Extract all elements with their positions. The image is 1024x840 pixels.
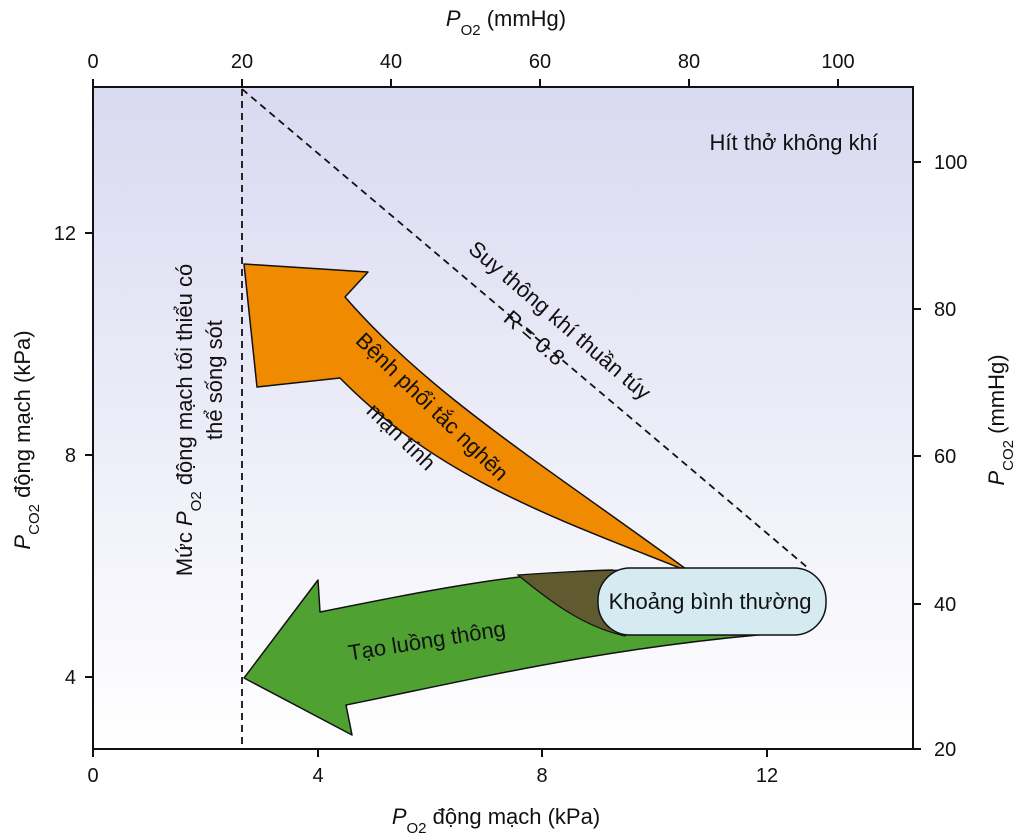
top-tick-label: 80 <box>678 51 700 73</box>
normal-range-label: Khoảng bình thường <box>609 589 812 614</box>
bottom-axis-title: PO2 động mạch (kPa) <box>392 804 600 837</box>
right-tick-label: 40 <box>934 594 956 616</box>
top-tick-label: 100 <box>821 51 854 73</box>
left-tick-label: 4 <box>65 667 76 689</box>
bottom-tick-label: 12 <box>756 765 778 787</box>
left-tick-label: 12 <box>54 223 76 245</box>
hypoventilation-line <box>241 88 809 569</box>
top-axis: 0 20 40 60 80 100 PO2 (mmHg) <box>87 6 855 87</box>
top-tick-label: 40 <box>380 51 402 73</box>
right-axis-title: PCO2 (mmHg) <box>984 354 1017 485</box>
top-tick-label: 20 <box>231 51 253 73</box>
bottom-tick-label: 8 <box>536 765 547 787</box>
min-po2-label-line2: thể sống sót <box>202 320 227 440</box>
left-tick-label: 8 <box>65 445 76 467</box>
right-tick-label: 100 <box>934 152 967 174</box>
left-axis-title: PCO2 động mạch (kPa) <box>10 330 43 549</box>
right-axis: 20 40 60 80 100 PCO2 (mmHg) <box>913 152 1017 761</box>
normal-range-box <box>597 567 827 636</box>
bottom-tick-label: 4 <box>312 765 323 787</box>
copd-arrow <box>243 263 691 573</box>
bottom-axis: 0 4 8 12 PO2 động mạch (kPa) <box>87 749 778 837</box>
left-axis: 4 8 12 PCO2 động mạch (kPa) <box>10 223 93 689</box>
top-axis-title: PO2 (mmHg) <box>446 6 566 39</box>
top-tick-label: 0 <box>87 51 98 73</box>
air-breathing-label: Hít thở không khí <box>709 130 878 155</box>
top-tick-label: 60 <box>529 51 551 73</box>
right-tick-label: 80 <box>934 299 956 321</box>
bottom-tick-label: 0 <box>87 765 98 787</box>
right-tick-label: 60 <box>934 446 956 468</box>
right-tick-label: 20 <box>934 739 956 761</box>
min-po2-labels: Mức PO2 động mạch tối thiểu có thể sống … <box>172 264 227 576</box>
min-po2-label-line1: Mức PO2 động mạch tối thiểu có <box>172 264 205 576</box>
